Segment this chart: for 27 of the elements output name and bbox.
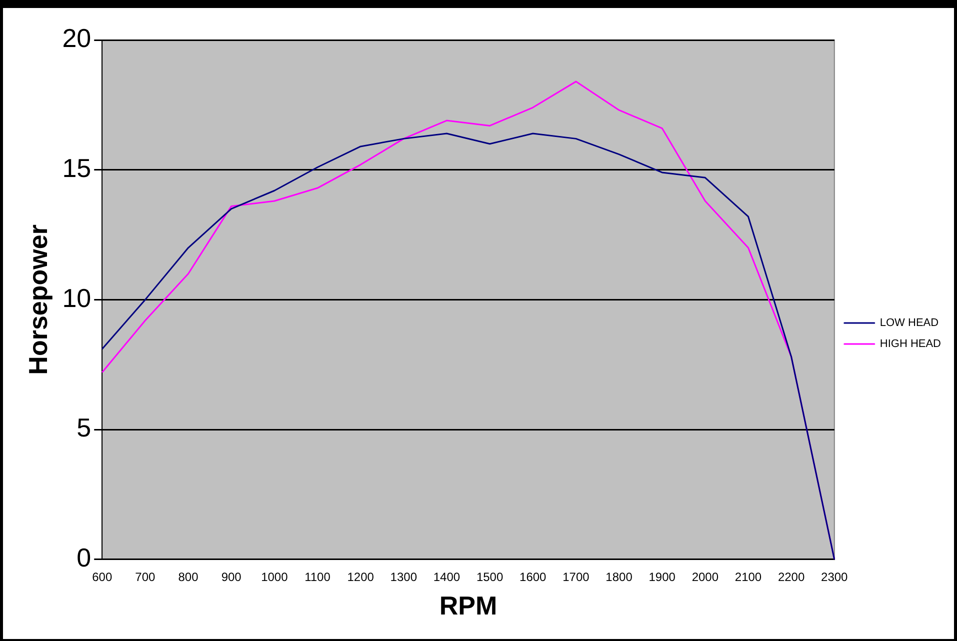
x-tick-label: 900	[221, 570, 242, 584]
x-tick-label: 2200	[778, 570, 805, 584]
x-axis-title: RPM	[439, 590, 498, 621]
x-tick-label: 1100	[304, 570, 331, 584]
x-tick-label: 1800	[606, 570, 633, 584]
x-tick-label: 1500	[476, 570, 504, 584]
legend-label: LOW HEAD	[880, 317, 939, 330]
y-tick-label: 10	[62, 282, 92, 313]
y-axis-title: Horsepower	[22, 224, 53, 375]
y-tick-label: 20	[62, 23, 92, 54]
x-tick-label: 1300	[390, 570, 418, 584]
x-tick-label: 2100	[734, 570, 762, 584]
y-tick-label: 5	[76, 412, 92, 443]
x-tick-label: 2300	[821, 570, 848, 584]
legend-label: HIGH HEAD	[880, 338, 942, 350]
x-tick-label: 1700	[562, 570, 590, 584]
x-tick-label: 1600	[520, 570, 547, 584]
x-tick-label: 1400	[433, 570, 460, 584]
x-tick-label: 600	[92, 570, 112, 584]
x-tick-label: 2000	[692, 570, 719, 584]
x-tick-label: 1000	[261, 570, 288, 584]
y-tick-label: 15	[62, 153, 92, 184]
x-tick-label: 1200	[347, 570, 374, 584]
x-tick-label: 1900	[648, 570, 676, 584]
x-tick-label: 700	[135, 570, 156, 584]
x-tick-label: 800	[178, 570, 199, 584]
y-tick-label: 0	[76, 542, 92, 573]
